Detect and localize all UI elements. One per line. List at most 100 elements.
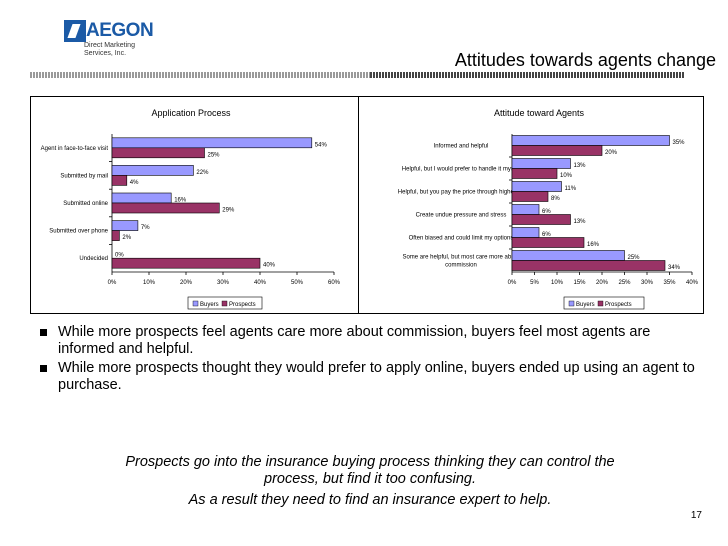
x-tick-label: 20% — [180, 280, 193, 286]
buyers-bar — [111, 192, 172, 204]
category-label: Helpful, but I would prefer to handle it… — [402, 167, 521, 173]
x-tick-label: 0% — [508, 280, 517, 286]
bullet-item: While more prospects thought they would … — [38, 360, 698, 394]
application-process-svg: Application Process 0% 10% 20% 30% 40% 50% 60% A… — [41, 108, 341, 310]
x-tick-label: 5% — [530, 280, 539, 286]
x-tick-label: 20% — [596, 280, 609, 286]
x-tick-label: 10% — [551, 280, 564, 286]
buyers-bar — [511, 204, 540, 215]
logo-subtitle: Direct Marketing Services, Inc. — [84, 42, 164, 58]
conclusion-line3: As a result they need to find an insuran… — [188, 492, 552, 508]
buyers-bar — [511, 158, 571, 169]
legend-swatch-prospects — [221, 300, 228, 307]
aegon-logo-mark — [64, 20, 86, 42]
category-label: Submitted over phone — [49, 229, 108, 235]
category-label: Create undue pressure and stress — [416, 213, 507, 219]
legend-swatch-buyers — [192, 300, 199, 307]
prospects-bar — [511, 145, 603, 156]
value-label: 16% — [587, 242, 600, 248]
value-label: 35% — [673, 140, 686, 146]
value-label: 34% — [668, 265, 681, 271]
value-label: 29% — [222, 208, 235, 214]
buyers-bar — [511, 135, 670, 146]
buyers-bar — [511, 181, 562, 192]
category-label: Submitted by mail — [60, 173, 108, 179]
value-label: 6% — [542, 209, 551, 215]
attitude-toward-agents-chart: Attitude toward Agents 0% 5% 10% 15% 20% 25% 30… — [358, 96, 704, 314]
value-label: 13% — [574, 219, 587, 225]
buyers-bar — [111, 137, 313, 149]
logo-sub-line1: Direct Marketing — [84, 42, 135, 49]
x-tick-label: 30% — [217, 280, 230, 286]
page-number: 17 — [690, 510, 702, 521]
value-label: 0% — [115, 253, 124, 259]
legend-box — [563, 296, 645, 310]
category-label: Submitted online — [63, 201, 108, 207]
value-label: 10% — [560, 173, 573, 179]
chart-title: Application Process — [151, 108, 231, 118]
bullet-item: While more prospects feel agents care mo… — [38, 324, 698, 358]
category-label: commission — [445, 263, 477, 269]
prospects-bar — [111, 257, 261, 269]
prospects-bar — [511, 237, 585, 248]
buyers-bar — [111, 165, 194, 176]
category-label: Helpful, but you pay the price through h… — [398, 190, 525, 196]
value-label: 25% — [628, 255, 641, 261]
slide-title: Attitudes towards agents change — [454, 50, 716, 70]
value-label: 4% — [130, 180, 139, 186]
x-tick-label: 10% — [143, 280, 156, 286]
value-label: 40% — [263, 263, 276, 269]
buyers-bar — [511, 227, 540, 238]
x-tick-label: 60% — [328, 280, 341, 286]
value-label: 54% — [315, 142, 328, 148]
buyers-bar — [111, 220, 139, 231]
conclusion-line2: process, but find it too confusing. — [264, 471, 476, 487]
x-tick-label: 25% — [618, 280, 631, 286]
x-tick-label: 35% — [663, 280, 676, 286]
title-divider — [30, 72, 684, 78]
value-label: 13% — [574, 163, 587, 169]
prospects-bar — [511, 168, 558, 179]
value-label: 20% — [605, 150, 618, 156]
value-label: 22% — [196, 170, 209, 176]
logo-sub-line2: Services, Inc. — [84, 50, 127, 57]
attitude-toward-agents-svg: Attitude toward Agents 0% 5% 10% 15% 20% 25% 30… — [398, 108, 699, 310]
x-tick-label: 40% — [686, 280, 699, 286]
chart-legend: Buyers Prospects — [187, 296, 263, 310]
category-label: Undecided — [79, 256, 108, 262]
value-label: 8% — [551, 196, 560, 202]
legend-swatch-prospects — [597, 300, 604, 307]
legend-label-prospects: Prospects — [229, 302, 256, 308]
x-tick-label: 30% — [641, 280, 654, 286]
category-label: Often biased and could limit my options — [409, 236, 514, 242]
category-label: Agent in face-to-face visit — [41, 146, 109, 152]
legend-swatch-buyers — [568, 300, 575, 307]
value-label: 2% — [122, 235, 131, 241]
prospects-bar — [511, 214, 571, 225]
prospects-bar — [511, 260, 666, 271]
prospects-bar — [111, 202, 220, 214]
legend-label-prospects: Prospects — [605, 302, 632, 308]
legend-label-buyers: Buyers — [576, 302, 595, 308]
category-label: Informed and helpful — [434, 144, 489, 150]
prospects-bar — [511, 191, 549, 202]
value-label: 16% — [174, 198, 187, 204]
value-label: 25% — [208, 152, 221, 158]
bullet-list: While more prospects feel agents care mo… — [38, 324, 698, 396]
category-label: Some are helpful, but most care more abo… — [402, 255, 519, 261]
prospects-bar — [111, 175, 128, 186]
buyers-bar — [511, 250, 625, 261]
chart-title: Attitude toward Agents — [494, 108, 585, 118]
aegon-logo: AEGON Direct Marketing Services, Inc. — [56, 20, 166, 70]
logo-word: AEGON — [86, 20, 154, 41]
value-label: 7% — [141, 225, 150, 231]
x-tick-label: 15% — [573, 280, 586, 286]
value-label: 11% — [565, 186, 577, 192]
x-tick-label: 0% — [108, 280, 117, 286]
conclusion-text: Prospects go into the insurance buying p… — [40, 454, 700, 509]
x-tick-label: 40% — [254, 280, 267, 286]
conclusion-line1: Prospects go into the insurance buying p… — [125, 454, 615, 470]
chart-legend: Buyers Prospects — [563, 296, 645, 310]
x-tick-label: 50% — [291, 280, 304, 286]
prospects-bar — [111, 230, 120, 241]
